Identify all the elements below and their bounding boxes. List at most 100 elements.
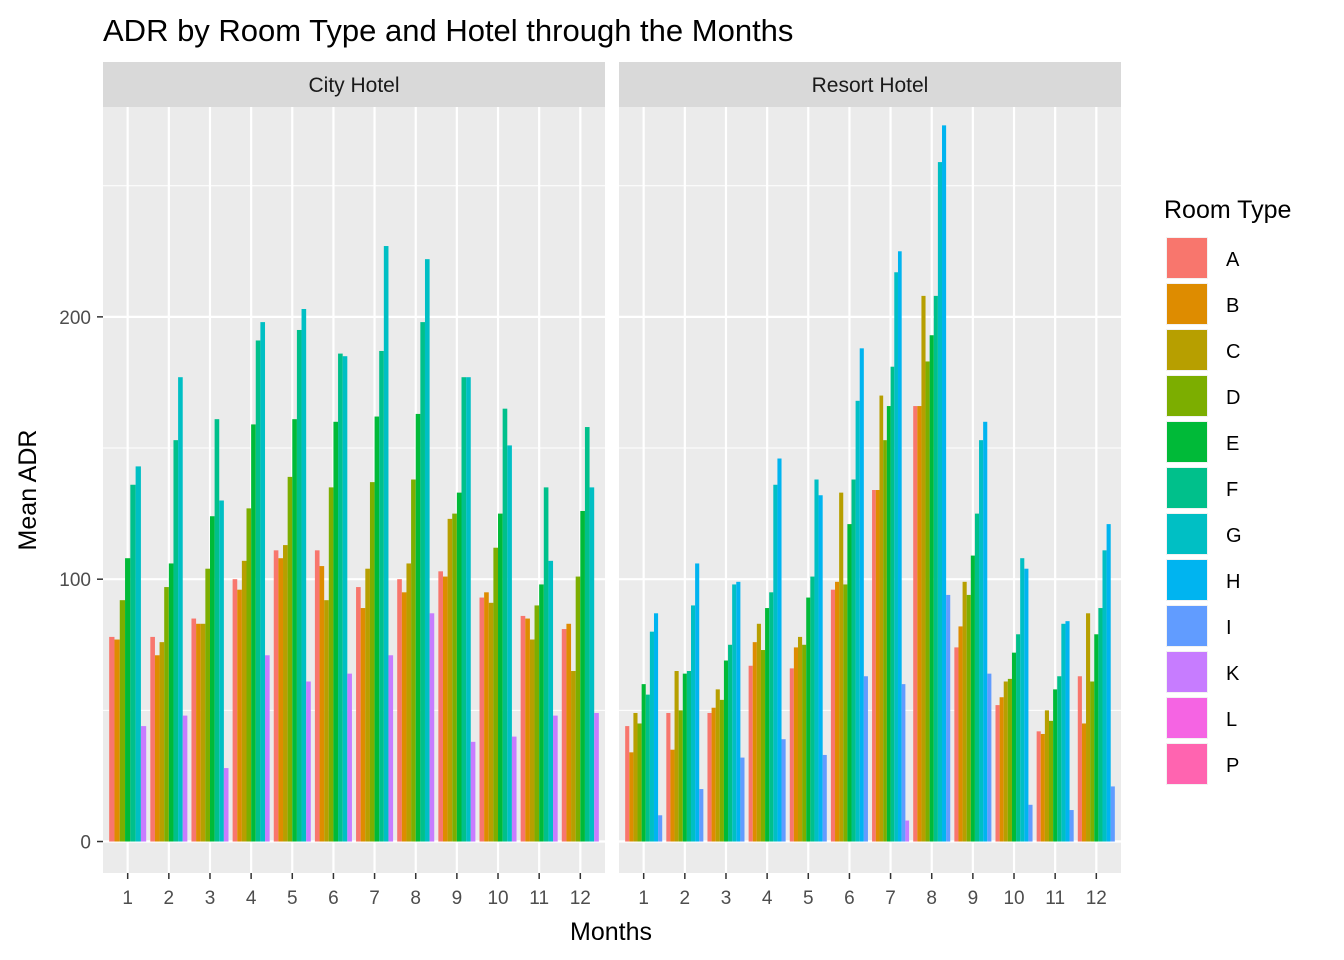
bar-city-hotel-month-3-type-d [205, 568, 210, 842]
bar-resort-hotel-month-2-type-f [686, 671, 692, 842]
x-tick-label: 9 [452, 888, 463, 909]
x-tick-label: 2 [164, 888, 175, 909]
bar-city-hotel-month-5-type-e [292, 419, 297, 842]
bar-city-hotel-month-9-type-b [442, 576, 448, 842]
bar-resort-hotel-month-9-type-g [979, 440, 984, 842]
legend-label-b: B [1226, 295, 1239, 317]
x-tick-label: 3 [205, 888, 216, 909]
bar-city-hotel-month-3-type-c [200, 623, 206, 842]
bar-resort-hotel-month-10-type-d [1007, 678, 1012, 842]
bar-resort-hotel-month-12-type-g [1102, 550, 1107, 842]
bar-resort-hotel-month-6-type-i [863, 676, 868, 842]
bar-city-hotel-month-4-type-c [241, 560, 247, 842]
legend-title: Room Type [1164, 196, 1291, 224]
bar-resort-hotel-month-2-type-b [670, 749, 675, 842]
bar-resort-hotel-month-4-type-i [781, 739, 786, 842]
bar-resort-hotel-month-4-type-a [748, 665, 753, 842]
legend-key-p [1167, 744, 1207, 784]
bar-city-hotel-month-5-type-a [273, 550, 279, 842]
x-tick-label: 12 [570, 888, 591, 909]
bar-city-hotel-month-11-type-g [548, 560, 554, 842]
bar-resort-hotel-month-12-type-c [1086, 613, 1091, 842]
bar-city-hotel-month-4-type-f [255, 340, 261, 842]
bar-city-hotel-month-9-type-g [466, 377, 471, 842]
legend-label-g: G [1226, 525, 1242, 547]
bar-city-hotel-month-7-type-b [360, 608, 366, 842]
panel-strip-label: Resort Hotel [812, 74, 929, 97]
bar-city-hotel-month-6-type-d [328, 487, 334, 842]
bar-city-hotel-month-11-type-a [520, 615, 526, 842]
x-tick-label: 3 [721, 888, 732, 909]
bar-city-hotel-month-7-type-c [365, 568, 370, 842]
bar-resort-hotel-month-1-type-a [625, 726, 630, 842]
bar-city-hotel-month-3-type-f [214, 419, 220, 842]
bar-resort-hotel-month-6-type-e [847, 524, 852, 842]
bar-resort-hotel-month-3-type-d [719, 699, 724, 842]
bar-city-hotel-month-1-type-a [109, 636, 115, 842]
bar-city-hotel-month-6-type-g [342, 356, 348, 842]
bar-resort-hotel-month-7-type-d [883, 440, 887, 842]
legend-label-h: H [1226, 571, 1240, 593]
bar-resort-hotel-month-3-type-b [711, 707, 716, 842]
bar-resort-hotel-month-9-type-a [954, 647, 959, 842]
bar-resort-hotel-month-9-type-b [958, 626, 963, 842]
bar-city-hotel-month-11-type-k [553, 715, 558, 842]
bar-city-hotel-month-4-type-g [260, 322, 266, 842]
legend-key-g [1167, 514, 1207, 554]
bar-city-hotel-month-5-type-f [296, 329, 302, 842]
bar-city-hotel-month-3-type-a [191, 618, 197, 842]
bar-city-hotel-month-10-type-f [502, 408, 508, 842]
bar-resort-hotel-month-7-type-f [890, 366, 895, 842]
bar-city-hotel-month-1-type-g [135, 466, 141, 842]
bar-city-hotel-month-9-type-e [456, 492, 462, 842]
bar-resort-hotel-month-2-type-d [678, 710, 683, 842]
x-tick-label: 1 [122, 888, 133, 909]
bar-city-hotel-month-10-type-c [488, 602, 494, 842]
bar-resort-hotel-month-8-type-c [921, 295, 926, 842]
x-tick-label: 2 [680, 888, 691, 909]
bar-resort-hotel-month-6-type-b [835, 581, 840, 842]
bar-resort-hotel-month-3-type-i [740, 757, 745, 842]
bar-resort-hotel-month-8-type-e [929, 335, 934, 842]
bar-city-hotel-month-6-type-e [333, 421, 339, 842]
legend-label-d: D [1226, 387, 1240, 409]
bar-resort-hotel-month-10-type-a [995, 705, 1000, 842]
bar-city-hotel-month-6-type-k [347, 673, 352, 842]
bar-resort-hotel-month-12-type-i [1110, 786, 1115, 842]
bar-city-hotel-month-2-type-e [168, 563, 174, 842]
bar-city-hotel-month-7-type-k [388, 655, 394, 842]
bar-city-hotel-month-6-type-b [319, 566, 325, 842]
bar-resort-hotel-month-9-type-d [966, 594, 971, 842]
bar-resort-hotel-month-10-type-i [1028, 804, 1033, 842]
bar-city-hotel-month-11-type-b [525, 618, 530, 842]
bar-resort-hotel-month-5-type-g [814, 479, 819, 842]
bar-resort-hotel-month-8-type-b [917, 406, 922, 842]
bar-resort-hotel-month-7-type-g [894, 272, 898, 842]
bar-city-hotel-month-8-type-k [429, 613, 435, 842]
bar-resort-hotel-month-5-type-i [822, 754, 827, 842]
y-tick-label: 100 [59, 570, 91, 591]
bar-resort-hotel-month-11-type-a [1036, 731, 1041, 842]
bar-city-hotel-month-7-type-e [374, 416, 380, 842]
bar-resort-hotel-month-10-type-b [999, 697, 1004, 842]
legend-key-l [1167, 698, 1207, 738]
bar-resort-hotel-month-10-type-h [1024, 568, 1029, 842]
bar-resort-hotel-month-2-type-g [691, 605, 696, 842]
x-tick-label: 4 [762, 888, 773, 909]
bar-resort-hotel-month-5-type-c [797, 636, 803, 842]
bar-resort-hotel-month-2-type-h [695, 563, 700, 842]
bar-resort-hotel-month-1-type-d [637, 723, 642, 842]
x-tick-label: 4 [246, 888, 257, 909]
bar-city-hotel-month-8-type-f [420, 322, 425, 842]
legend: Room Type A B C D E F G H I K L P [1164, 196, 1291, 785]
legend-key-i [1167, 606, 1207, 646]
bar-resort-hotel-month-1-type-i [658, 815, 663, 842]
x-axis-title: Months [570, 918, 652, 946]
bar-city-hotel-month-12-type-g [589, 487, 595, 842]
bar-city-hotel-month-5-type-g [301, 308, 307, 842]
bar-resort-hotel-month-12-type-a [1077, 676, 1082, 842]
legend-key-d [1167, 376, 1207, 416]
bar-city-hotel-month-10-type-k [511, 736, 517, 842]
bar-city-hotel-month-2-type-c [159, 642, 165, 842]
bar-city-hotel-month-4-type-d [246, 508, 252, 842]
